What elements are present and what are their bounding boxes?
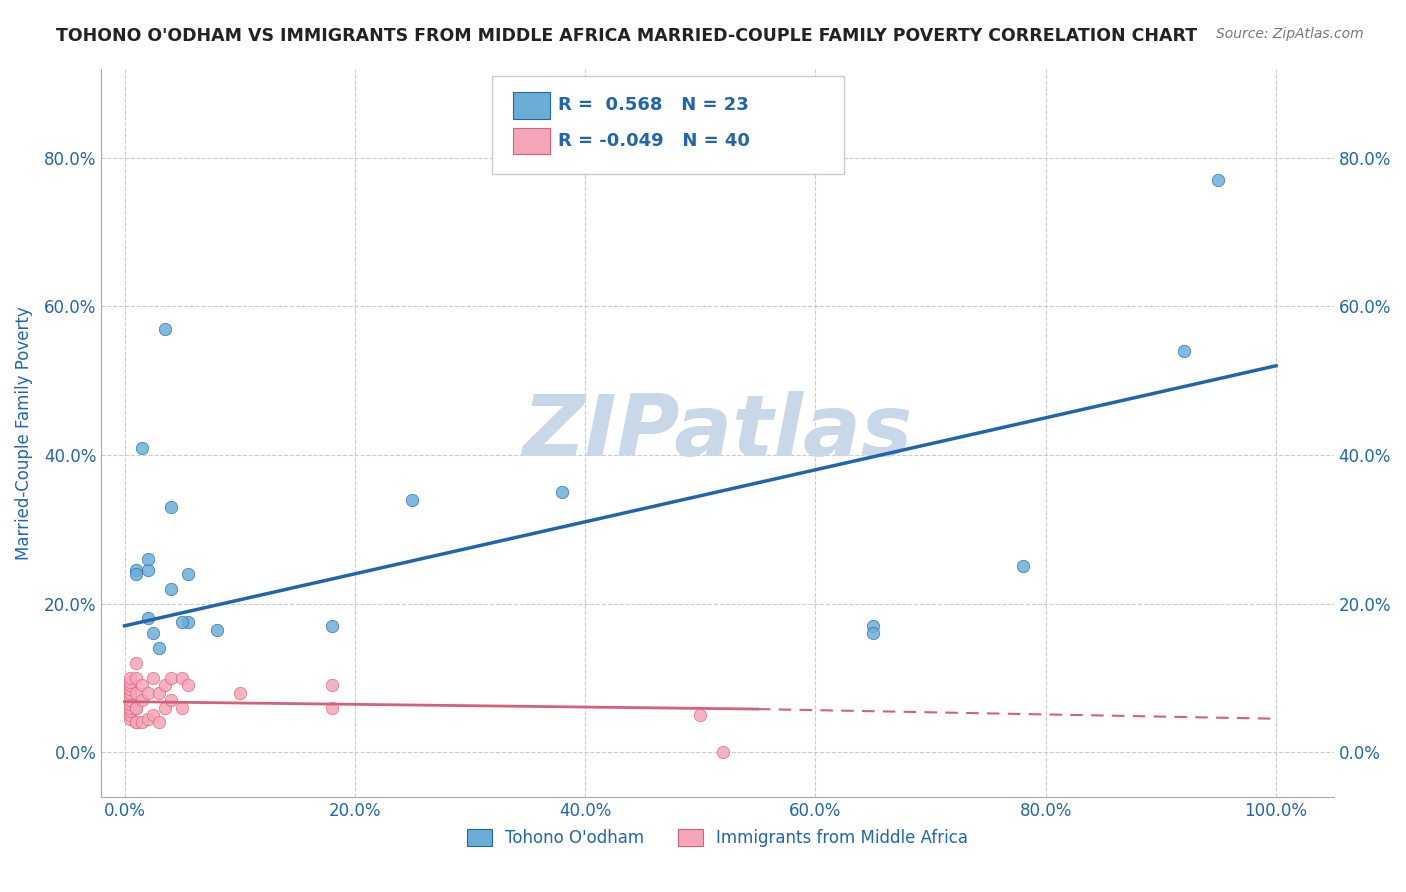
Point [142, 708, 165, 723]
Point [136, 563, 159, 577]
Point [142, 671, 165, 685]
Point [159, 582, 181, 596]
Point [120, 686, 142, 700]
Point [120, 678, 142, 692]
Point [125, 566, 148, 581]
Point [120, 712, 142, 726]
Point [711, 745, 734, 759]
Point [120, 700, 142, 714]
Point [1173, 343, 1195, 358]
Point [321, 678, 343, 692]
Point [153, 678, 176, 692]
Point [136, 712, 159, 726]
Point [120, 708, 142, 723]
Point [131, 678, 153, 692]
Point [153, 321, 176, 335]
Point [177, 566, 200, 581]
Point [177, 678, 200, 692]
Point [125, 686, 148, 700]
Y-axis label: Married-Couple Family Poverty: Married-Couple Family Poverty [15, 306, 32, 559]
Point [142, 626, 165, 640]
Point [1011, 559, 1033, 574]
Point [177, 615, 200, 629]
Point [862, 619, 884, 633]
Point [120, 690, 142, 704]
Point [172, 700, 194, 714]
Point [862, 626, 884, 640]
Point [159, 500, 181, 514]
Point [120, 681, 142, 696]
Text: Source: ZipAtlas.com: Source: ZipAtlas.com [1216, 27, 1364, 41]
Legend: Tohono O'odham, Immigrants from Middle Africa: Tohono O'odham, Immigrants from Middle A… [460, 822, 974, 854]
Point [153, 700, 176, 714]
Point [205, 623, 228, 637]
Point [120, 697, 142, 711]
Point [228, 686, 250, 700]
Point [551, 485, 574, 500]
Point [148, 715, 170, 730]
Point [689, 708, 711, 723]
Point [125, 656, 148, 670]
Point [136, 611, 159, 625]
Point [131, 441, 153, 455]
Point [131, 715, 153, 730]
Point [125, 671, 148, 685]
Point [159, 693, 181, 707]
Point [172, 615, 194, 629]
Point [120, 674, 142, 689]
Text: ZIPatlas: ZIPatlas [523, 391, 912, 475]
Point [148, 686, 170, 700]
Point [125, 563, 148, 577]
Point [125, 700, 148, 714]
Point [321, 700, 343, 714]
Text: TOHONO O'ODHAM VS IMMIGRANTS FROM MIDDLE AFRICA MARRIED-COUPLE FAMILY POVERTY CO: TOHONO O'ODHAM VS IMMIGRANTS FROM MIDDLE… [56, 27, 1198, 45]
Point [125, 700, 148, 714]
Point [125, 715, 148, 730]
Point [1208, 173, 1230, 187]
Point [120, 671, 142, 685]
Point [401, 492, 423, 507]
Text: R = -0.049   N = 40: R = -0.049 N = 40 [558, 132, 749, 150]
Point [172, 671, 194, 685]
Point [125, 715, 148, 730]
Text: R =  0.568   N = 23: R = 0.568 N = 23 [558, 96, 749, 114]
Point [136, 552, 159, 566]
Point [159, 671, 181, 685]
Point [321, 619, 343, 633]
Point [136, 686, 159, 700]
Point [148, 641, 170, 656]
Point [120, 693, 142, 707]
Point [131, 693, 153, 707]
Point [120, 704, 142, 718]
